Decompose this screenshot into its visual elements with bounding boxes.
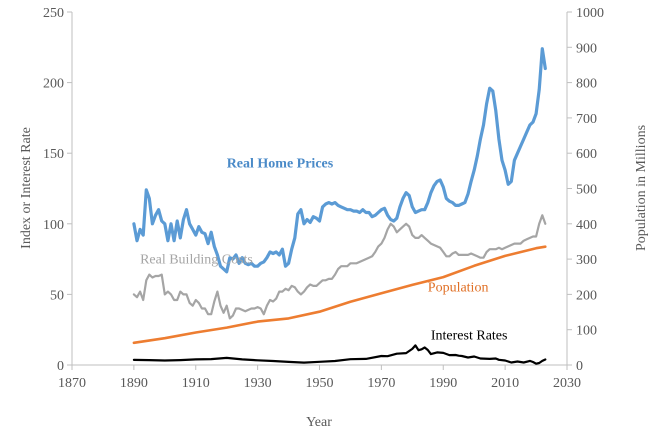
x-tick-label: 1890 xyxy=(120,376,148,391)
y-axis-left-title: Index or Interest Rate xyxy=(19,127,34,249)
x-axis-title: Year xyxy=(306,415,332,430)
y-left-tick-label: 250 xyxy=(43,6,64,21)
y-right-tick-label: 800 xyxy=(576,77,597,92)
y-right-tick-label: 0 xyxy=(576,359,583,374)
x-tick-label: 1870 xyxy=(58,376,86,391)
y-right-tick-label: 600 xyxy=(576,147,597,162)
series-annotations: Real Home Prices Real Building Costs Popul… xyxy=(140,156,507,343)
tick-labels: 1870 1890 1910 1930 1950 1970 1990 2010 2030 0 50 1… xyxy=(43,6,604,391)
series-line-interest-rates xyxy=(132,344,547,365)
x-tick-label: 1930 xyxy=(244,376,272,391)
x-tick-label: 1990 xyxy=(429,376,457,391)
y-right-tick-label: 300 xyxy=(576,253,597,268)
tick-marks xyxy=(67,11,572,370)
y-axis-right-title: Population in Millions xyxy=(634,125,649,251)
y-right-tick-label: 400 xyxy=(576,218,597,233)
y-right-tick-label: 1000 xyxy=(576,6,604,21)
y-right-tick-label: 700 xyxy=(576,112,597,127)
series-line-population xyxy=(132,245,547,345)
y-left-tick-label: 100 xyxy=(43,218,64,233)
y-right-tick-label: 200 xyxy=(576,288,597,303)
y-left-tick-label: 150 xyxy=(43,147,64,162)
x-tick-label: 1970 xyxy=(367,376,395,391)
x-tick-label: 2010 xyxy=(491,376,519,391)
annotation-interest-rates: Interest Rates xyxy=(431,329,508,344)
annotation-real-building-costs: Real Building Costs xyxy=(140,252,253,267)
x-tick-label: 2030 xyxy=(553,376,581,391)
y-right-tick-label: 900 xyxy=(576,41,597,56)
series-line-real-building-costs xyxy=(132,214,547,320)
y-left-tick-label: 0 xyxy=(57,359,64,374)
annotation-population: Population xyxy=(428,281,489,296)
series-line-real-home-prices xyxy=(132,47,547,274)
y-left-tick-label: 50 xyxy=(50,288,64,303)
x-tick-label: 1950 xyxy=(306,376,334,391)
annotation-real-home-prices: Real Home Prices xyxy=(227,156,334,171)
series-lines xyxy=(132,47,547,365)
x-tick-label: 1910 xyxy=(182,376,210,391)
y-right-tick-label: 100 xyxy=(576,324,597,339)
y-right-tick-label: 500 xyxy=(576,183,597,198)
y-left-tick-label: 200 xyxy=(43,77,64,92)
